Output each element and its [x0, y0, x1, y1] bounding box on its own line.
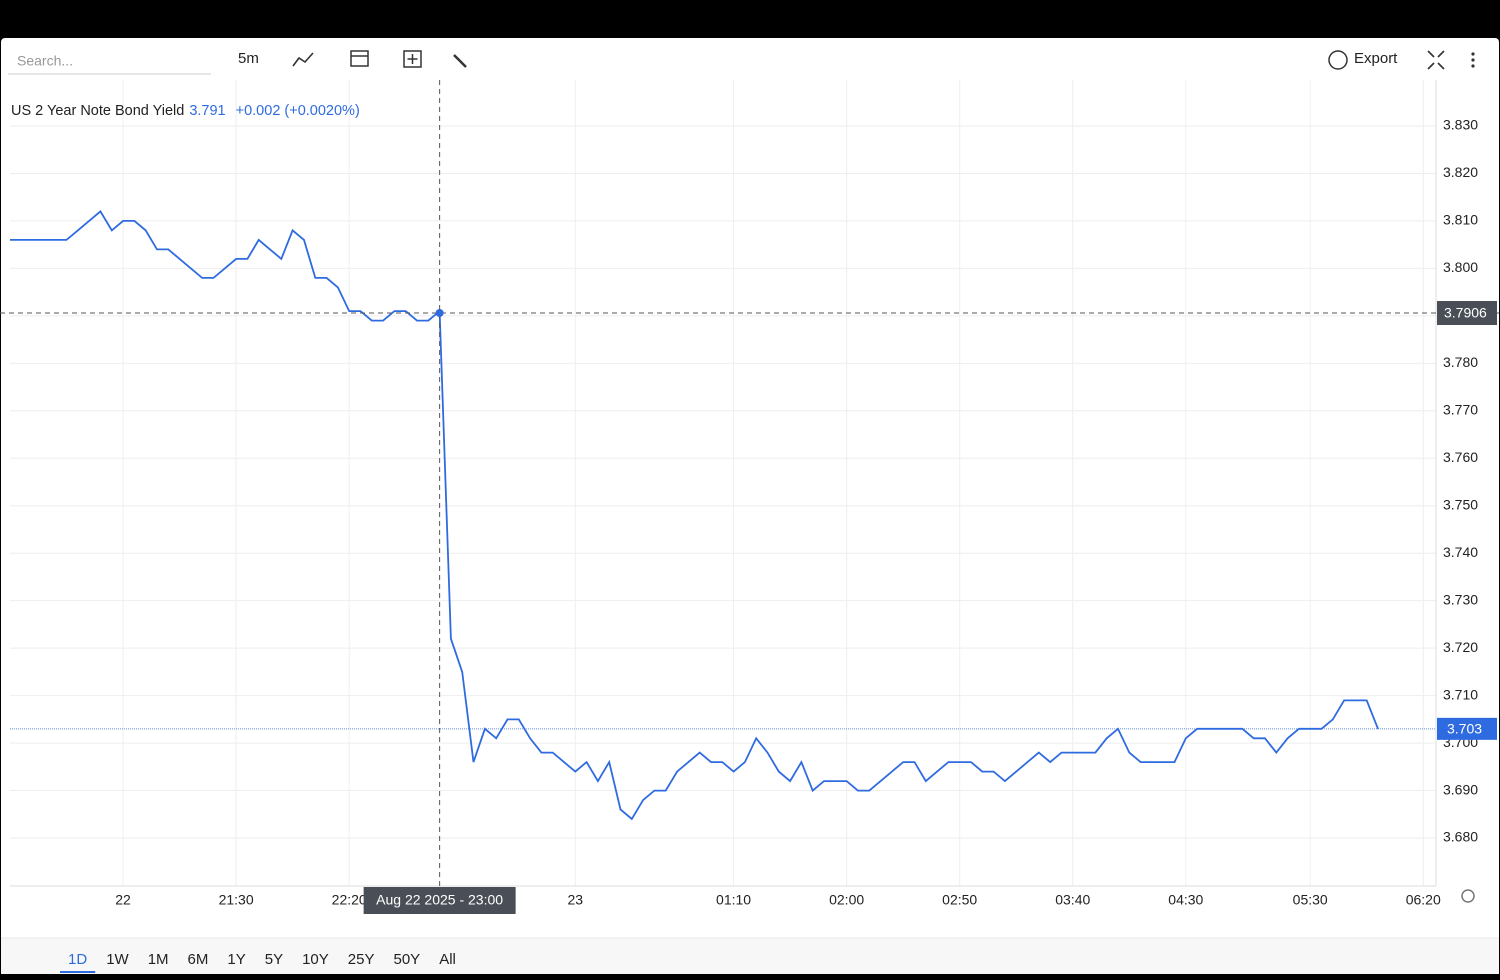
range-button[interactable]: 1D	[68, 951, 87, 968]
chart-type-icon[interactable]	[292, 52, 314, 67]
add-indicator-icon[interactable]	[403, 50, 422, 68]
settings-icon[interactable]	[1461, 889, 1475, 903]
crosshair-x-badge	[363, 887, 516, 914]
interval-button[interactable]: 5m	[238, 50, 259, 67]
legend-last: 3.791	[189, 103, 225, 119]
range-button[interactable]: All	[439, 951, 456, 968]
x-tick-label: 01:10	[716, 892, 751, 908]
tools-icon[interactable]	[453, 54, 467, 68]
x-tick-label: 05:30	[1293, 892, 1328, 908]
crosshair-y-label: 3.7906	[1444, 305, 1487, 321]
range-button[interactable]: 5Y	[265, 951, 283, 968]
y-tick-label: 3.820	[1443, 164, 1478, 180]
crosshair-y-badge	[1437, 301, 1497, 326]
y-tick-label: 3.830	[1443, 117, 1478, 133]
menu-dot	[1471, 58, 1475, 62]
calendar-icon[interactable]	[350, 50, 369, 67]
legend: US 2 Year Note Bond Yield 3.791 +0.002 (…	[11, 103, 360, 119]
plot: 3.6803.6903.7003.7103.7203.7303.7403.750…	[0, 80, 1500, 914]
range-button[interactable]: 1W	[106, 951, 129, 968]
y-tick-label: 3.740	[1443, 544, 1478, 560]
range-button[interactable]: 1Y	[227, 951, 245, 968]
menu-dot[interactable]	[1471, 52, 1475, 56]
range-button[interactable]: 10Y	[302, 951, 329, 968]
x-tick-label: 02:50	[942, 892, 977, 908]
y-tick-label: 3.760	[1443, 449, 1478, 465]
y-tick-label: 3.690	[1443, 781, 1478, 797]
export-button[interactable]: Export	[1354, 50, 1398, 67]
collapse-icon[interactable]	[1427, 50, 1445, 70]
toolbar: Search... 5m Export	[8, 46, 1475, 75]
price-line	[10, 210, 1379, 821]
y-tick-label: 3.770	[1443, 401, 1478, 417]
range-button[interactable]: 25Y	[348, 951, 375, 968]
y-tick-label: 3.730	[1443, 591, 1478, 607]
search-placeholder: Search...	[17, 53, 73, 69]
export-icon[interactable]	[1328, 50, 1348, 70]
y-tick-label: 3.800	[1443, 259, 1478, 275]
x-tick-label: 22:20	[332, 892, 367, 908]
range-button[interactable]: 1M	[148, 951, 169, 968]
x-tick-label: 03:40	[1055, 892, 1090, 908]
x-tick-label: 21:30	[219, 892, 254, 908]
crosshair-point	[435, 309, 444, 318]
y-tick-label: 3.710	[1443, 686, 1478, 702]
range-bar	[1, 939, 1499, 974]
y-tick-label: 3.680	[1443, 829, 1478, 845]
grid	[10, 80, 1436, 886]
menu-dot	[1471, 64, 1475, 68]
last-price-badge	[1437, 717, 1497, 740]
x-tick-label: 22	[115, 892, 131, 908]
legend-change: +0.002 (+0.0020%)	[236, 103, 360, 119]
x-tick-label: 02:00	[829, 892, 864, 908]
range-button[interactable]: 6M	[188, 951, 209, 968]
range-buttons: 1D 1W 1M 6M 1Y 5Y 10Y 25Y 50Y All	[60, 951, 456, 973]
x-tick-label: 23	[568, 892, 584, 908]
y-tick-label: 3.810	[1443, 212, 1478, 228]
legend-name: US 2 Year Note Bond Yield	[11, 103, 184, 119]
x-tick-label: 04:30	[1168, 892, 1203, 908]
y-tick-label: 3.720	[1443, 639, 1478, 655]
search-box[interactable]	[8, 46, 211, 74]
y-tick-label: 3.780	[1443, 354, 1478, 370]
y-tick-label: 3.750	[1443, 496, 1478, 512]
crosshair-x-label: Aug 22 2025 - 23:00	[376, 892, 503, 908]
last-price-label: 3.703	[1447, 721, 1482, 737]
add-indicator-plus	[407, 54, 418, 64]
x-tick-label: 06:20	[1406, 892, 1441, 908]
range-button[interactable]: 50Y	[394, 951, 421, 968]
settings-gear[interactable]	[1461, 889, 1475, 903]
